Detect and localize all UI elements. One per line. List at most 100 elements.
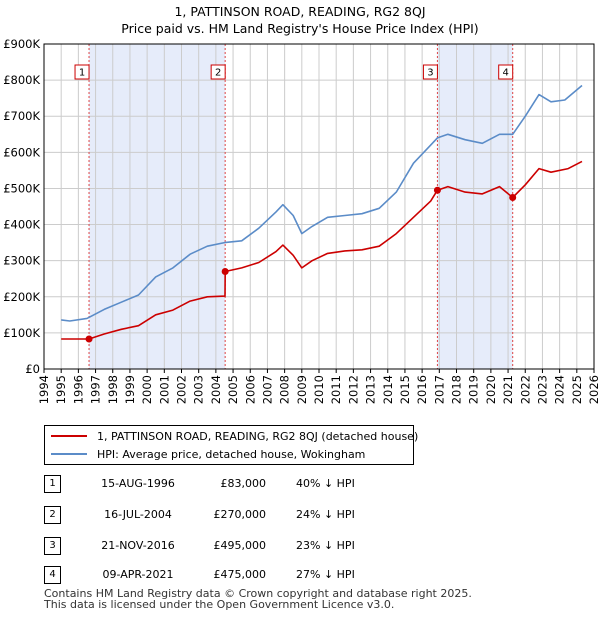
legend-property-swatch	[51, 435, 87, 437]
chart-title: 1, PATTINSON ROAD, READING, RG2 8QJ	[174, 4, 425, 19]
sale-point	[433, 186, 441, 194]
footer-licence: This data is licensed under the Open Gov…	[44, 598, 395, 611]
transaction-number: 3	[44, 537, 61, 555]
x-tick-label: 2000	[140, 375, 154, 404]
y-tick-label: £800K	[3, 73, 40, 87]
transaction-date: 09-APR-2021	[102, 568, 174, 581]
y-tick-label: £100K	[3, 326, 40, 340]
sale-number-box	[74, 64, 90, 80]
y-tick-label: £600K	[3, 145, 40, 159]
transaction-hpi-diff: 40% ↓ HPI	[296, 477, 355, 490]
transaction-number: 4	[44, 566, 61, 584]
chart-subtitle: Price paid vs. HM Land Registry's House …	[121, 21, 478, 36]
x-tick-label: 2024	[553, 375, 567, 404]
series-lines	[61, 84, 583, 340]
x-tick-label: 2007	[260, 375, 274, 404]
x-tick-label: 2006	[243, 375, 257, 404]
shaded-ownership-periods	[89, 44, 513, 369]
transaction-price: £475,000	[213, 568, 267, 581]
x-tick-label: 2020	[484, 375, 498, 404]
transaction-hpi-diff: 23% ↓ HPI	[296, 539, 355, 552]
transaction-row: 3 21-NOV-2016 £495,000 23% ↓ HPI	[44, 537, 484, 557]
sale-number-box	[210, 64, 226, 80]
x-tick-label: 2021	[501, 375, 515, 404]
transaction-price: £495,000	[213, 539, 267, 552]
y-tick-label: £0	[25, 362, 40, 376]
x-tick-label: 2014	[381, 375, 395, 404]
x-tick-label: 2009	[295, 375, 309, 404]
transaction-row: 2 16-JUL-2004 £270,000 24% ↓ HPI	[44, 506, 484, 526]
x-tick-label: 2011	[329, 375, 343, 404]
y-tick-label: £200K	[3, 290, 40, 304]
transaction-number: 2	[44, 506, 61, 524]
x-tick-label: 2012	[346, 375, 360, 404]
sale-point	[85, 335, 93, 343]
legend-property-label: 1, PATTINSON ROAD, READING, RG2 8QJ (det…	[97, 429, 419, 443]
x-tick-label: 2016	[415, 375, 429, 404]
series-line-property	[61, 160, 583, 340]
shaded-range	[89, 44, 226, 369]
sale-number-boxes: 1 2 3 4	[74, 64, 514, 80]
transaction-row: 1 15-AUG-1996 £83,000 40% ↓ HPI	[44, 475, 484, 495]
y-axis-tick-labels: £0 £100K £200K £300K £400K £500K £600K £700K £80…	[3, 37, 40, 376]
x-tick-label: 2001	[157, 375, 171, 404]
x-tick-label: 1999	[123, 375, 137, 404]
x-tick-label: 2004	[209, 375, 223, 404]
x-tick-label: 2026	[587, 375, 600, 404]
transaction-date: 21-NOV-2016	[101, 539, 175, 552]
transaction-date: 16-JUL-2004	[104, 508, 172, 521]
transaction-hpi-diff: 24% ↓ HPI	[296, 508, 355, 521]
x-tick-label: 2018	[450, 375, 464, 404]
transaction-price: £270,000	[213, 508, 267, 521]
sale-number-box	[498, 64, 514, 80]
x-tick-label: 1998	[106, 375, 120, 404]
x-tick-label: 2002	[175, 375, 189, 404]
series-line-hpi	[61, 84, 583, 322]
legend-item-hpi: HPI: Average price, detached house, Woki…	[51, 446, 365, 462]
legend-hpi-label: HPI: Average price, detached house, Woki…	[97, 447, 366, 461]
x-tick-label: 1994	[37, 375, 51, 404]
y-tick-label: £700K	[3, 109, 40, 123]
sale-number-label: 4	[503, 68, 509, 79]
grid-lines	[44, 44, 594, 369]
footer: Contains HM Land Registry data © Crown c…	[44, 588, 472, 610]
x-axis-tick-labels: 1994 1995 1996 1997 1998 1999 2000 2001 2002 2003…	[37, 369, 600, 404]
transaction-number: 1	[44, 475, 61, 493]
transaction-hpi-diff: 27% ↓ HPI	[296, 568, 355, 581]
shaded-range	[437, 44, 513, 369]
price-chart: 1, PATTINSON ROAD, READING, RG2 8QJ Pric…	[3, 4, 600, 404]
legend: 1, PATTINSON ROAD, READING, RG2 8QJ (det…	[44, 425, 418, 465]
legend-item-property: 1, PATTINSON ROAD, READING, RG2 8QJ (det…	[51, 428, 418, 444]
x-tick-label: 2003	[192, 375, 206, 404]
sale-points	[85, 186, 517, 343]
footer-copyright: Contains HM Land Registry data © Crown c…	[44, 587, 472, 600]
y-tick-label: £900K	[3, 37, 40, 51]
x-tick-label: 2005	[226, 375, 240, 404]
y-tick-label: £400K	[3, 218, 40, 232]
sale-number-label: 1	[79, 68, 85, 79]
x-tick-label: 2013	[364, 375, 378, 404]
sale-number-label: 2	[215, 68, 221, 79]
sale-point	[221, 268, 229, 275]
x-tick-label: 2008	[278, 375, 292, 404]
x-tick-label: 1996	[71, 375, 85, 404]
x-tick-label: 2022	[518, 375, 532, 404]
x-tick-label: 2010	[312, 375, 326, 404]
x-tick-label: 1997	[89, 375, 103, 404]
sale-point	[509, 193, 517, 201]
x-tick-label: 2015	[398, 375, 412, 404]
x-tick-label: 1995	[54, 375, 68, 404]
y-tick-label: £500K	[3, 181, 40, 195]
legend-hpi-swatch	[51, 453, 87, 455]
sale-number-label: 3	[427, 68, 433, 79]
x-tick-label: 2019	[467, 375, 481, 404]
sale-number-box	[422, 64, 438, 80]
transaction-row: 4 09-APR-2021 £475,000 27% ↓ HPI	[44, 566, 484, 586]
x-tick-label: 2023	[535, 375, 549, 404]
x-tick-label: 2025	[570, 375, 584, 404]
y-tick-label: £300K	[3, 254, 40, 268]
transaction-price: £83,000	[220, 477, 267, 490]
x-tick-label: 2017	[432, 375, 446, 404]
transaction-date: 15-AUG-1996	[101, 477, 175, 490]
